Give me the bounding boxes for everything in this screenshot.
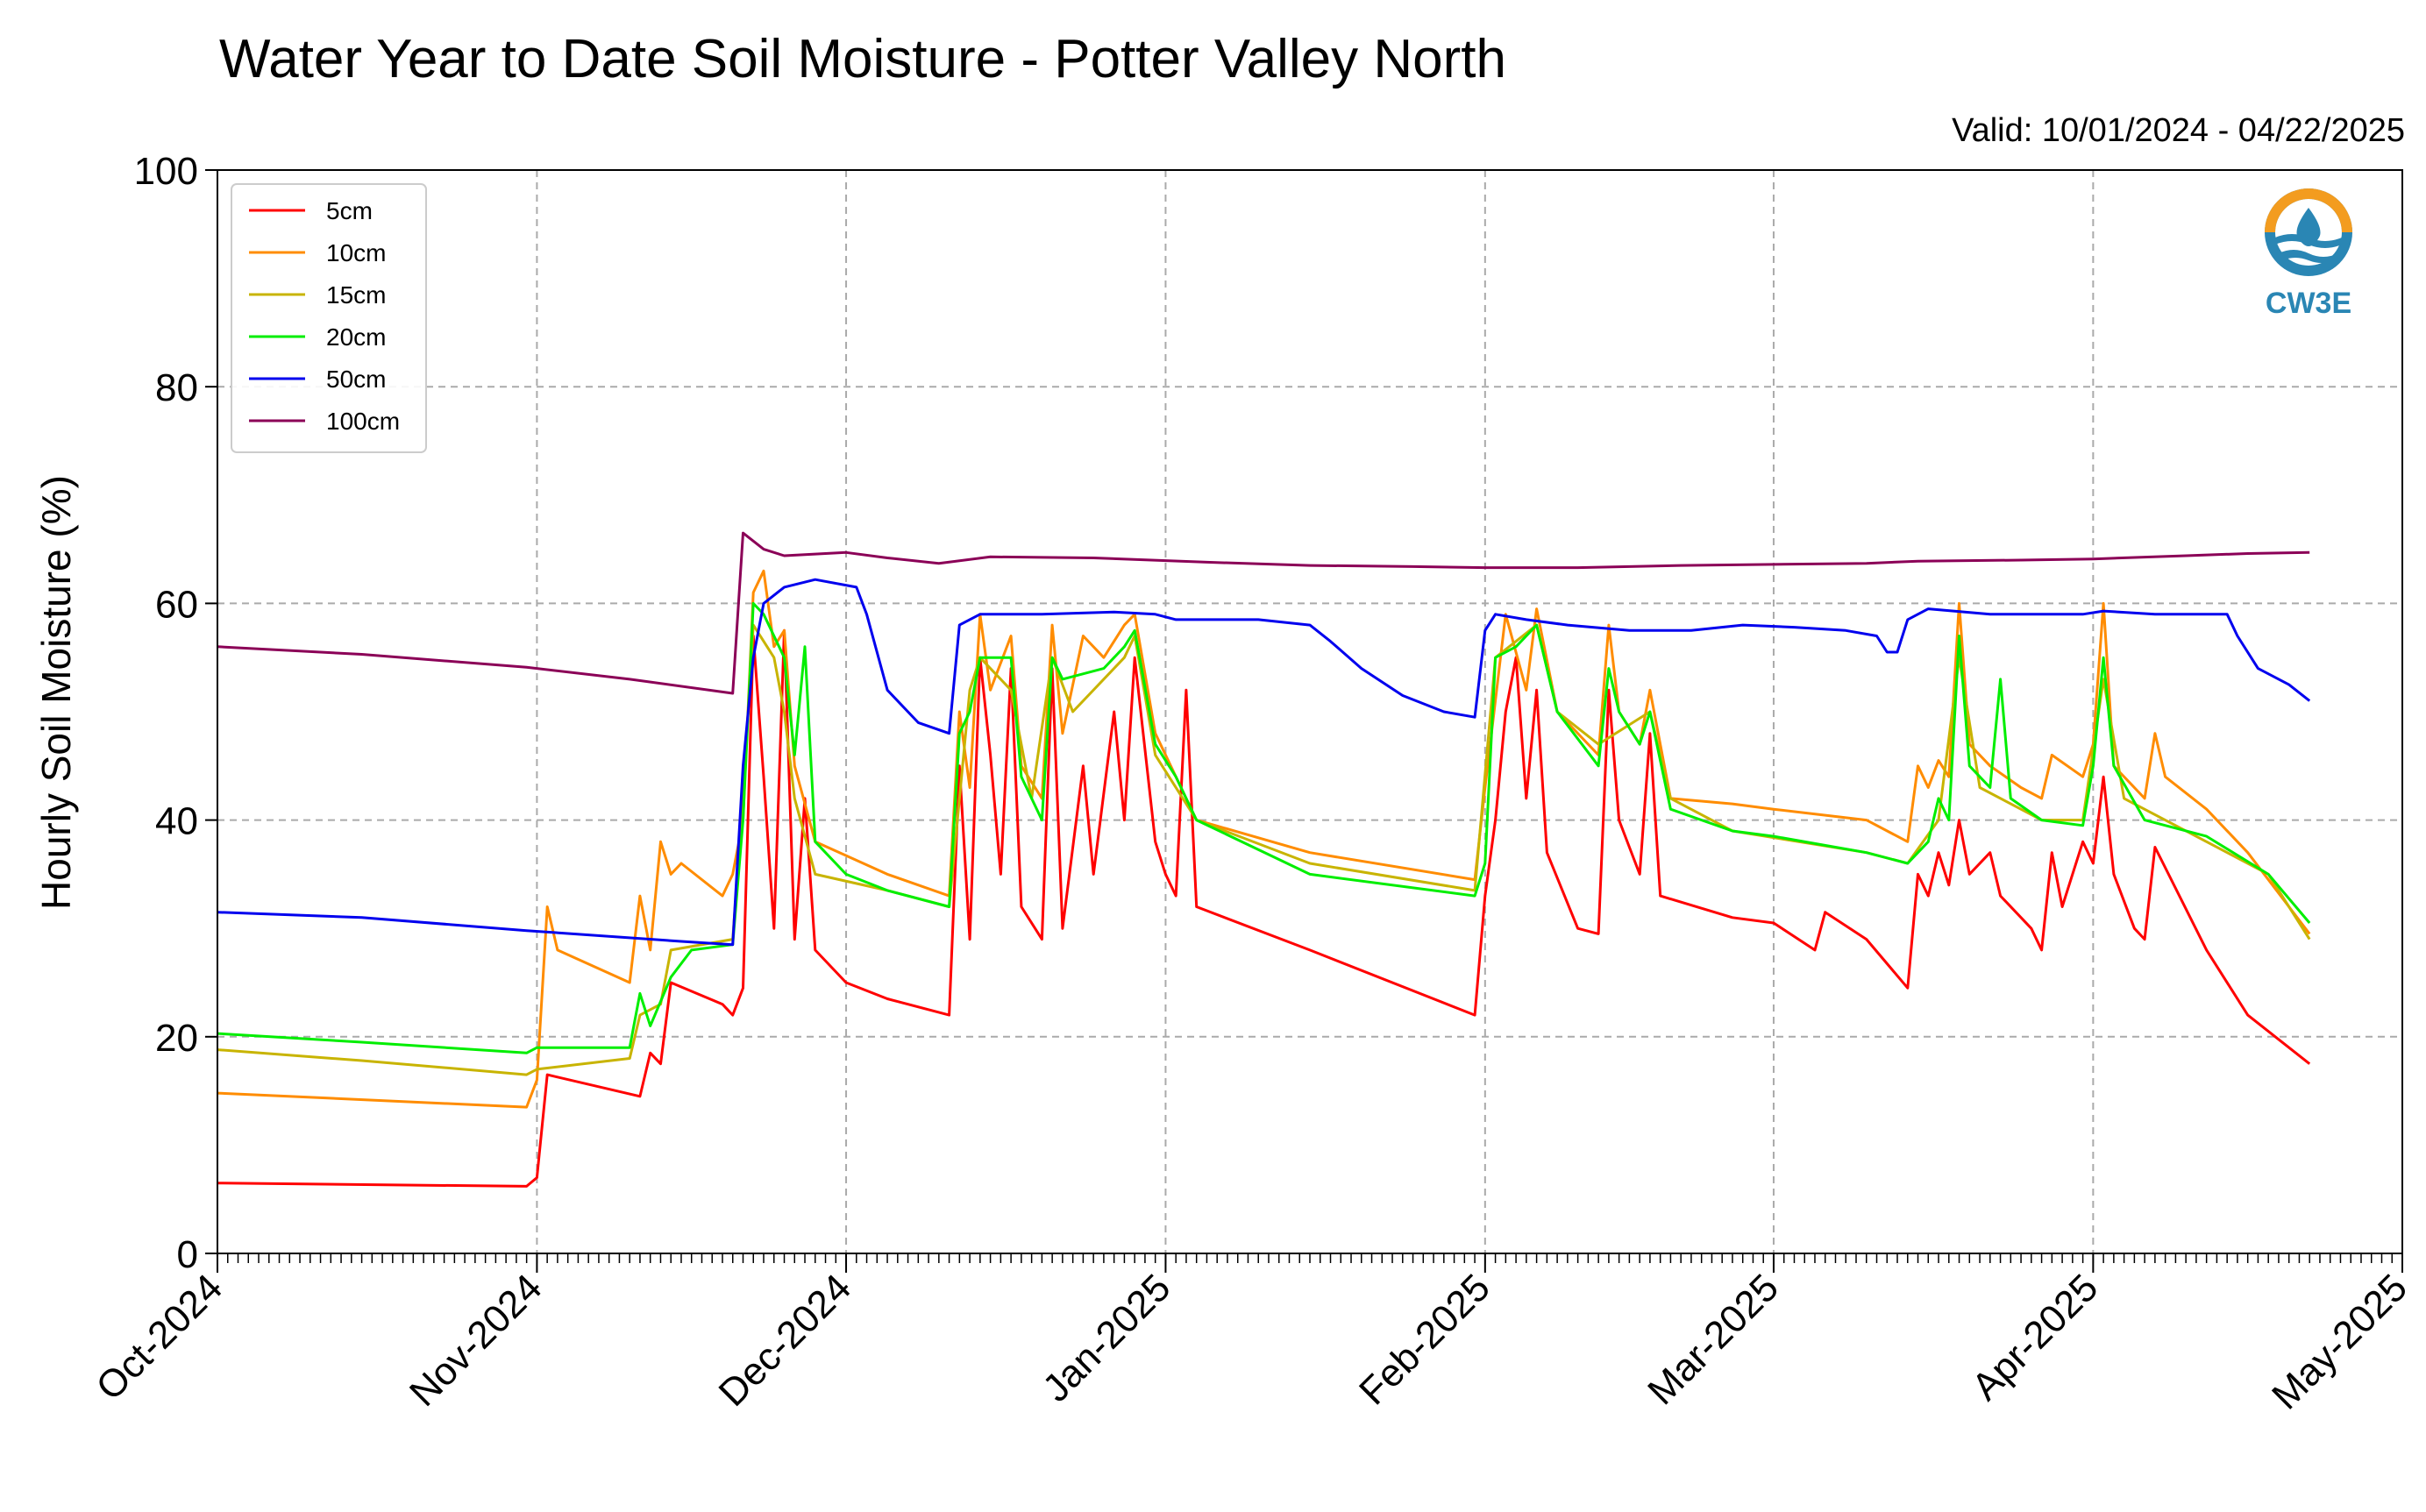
x-axis: Oct-2024 Nov-2024 Dec-2024 Jan-2025 Feb-2025… — [88, 1253, 2415, 1417]
x-tick-label: Nov-2024 — [402, 1266, 551, 1415]
y-tick-label: 0 — [177, 1233, 198, 1276]
valid-date-range: Valid: 10/01/2024 - 04/22/2025 — [1952, 112, 2405, 149]
y-tick-label: 80 — [155, 366, 198, 409]
y-tick-label: 40 — [155, 800, 198, 843]
x-tick-label: Dec-2024 — [711, 1266, 860, 1415]
x-tick-label: Mar-2025 — [1640, 1266, 1787, 1413]
legend-label: 50cm — [326, 366, 386, 393]
x-tick-label: Feb-2025 — [1351, 1266, 1498, 1413]
cw3e-logo: CW3E — [2265, 188, 2352, 320]
y-tick-label: 60 — [155, 583, 198, 626]
x-tick-label: Apr-2025 — [1964, 1266, 2107, 1409]
series-line-15cm — [217, 623, 2311, 1076]
grid-lines — [217, 170, 2402, 1253]
series-line-10cm — [217, 569, 2311, 1109]
chart-title: Water Year to Date Soil Moisture - Potte… — [219, 29, 1506, 89]
series-line-50cm — [217, 578, 2311, 947]
x-tick-label: May-2025 — [2264, 1266, 2415, 1417]
legend-label: 100cm — [326, 408, 400, 435]
series-line-20cm — [217, 601, 2311, 1054]
cw3e-logo-text: CW3E — [2266, 287, 2351, 320]
legend-label: 5cm — [326, 197, 373, 224]
x-tick-label: Oct-2024 — [88, 1266, 231, 1409]
series-lines — [217, 531, 2311, 1188]
legend-label: 10cm — [326, 239, 386, 266]
legend: 5cm 10cm 15cm 20cm 50cm 100cm — [231, 183, 427, 453]
y-axis: 0 20 40 60 80 100 — [134, 150, 217, 1276]
x-tick-label: Jan-2025 — [1035, 1266, 1178, 1409]
legend-label: 20cm — [326, 323, 386, 351]
series-line-5cm — [217, 628, 2311, 1188]
legend-label: 15cm — [326, 281, 386, 309]
y-tick-label: 20 — [155, 1017, 198, 1060]
series-line-100cm — [217, 531, 2310, 695]
y-tick-label: 100 — [134, 150, 198, 193]
